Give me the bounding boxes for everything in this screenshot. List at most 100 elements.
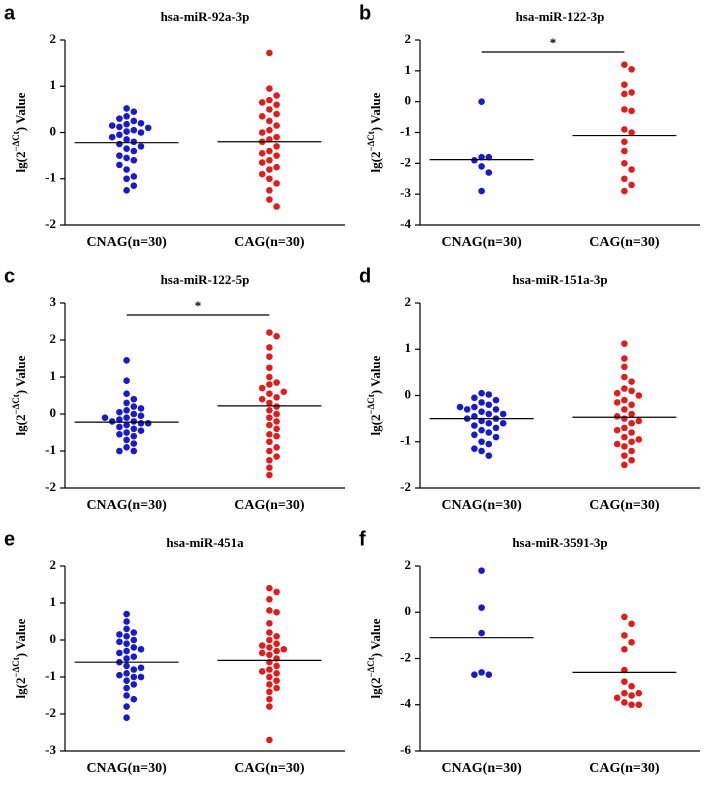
- data-point: [478, 447, 485, 455]
- y-tick-label: -4: [400, 696, 411, 711]
- data-point: [266, 666, 273, 673]
- data-point: [123, 187, 130, 194]
- data-point: [266, 607, 273, 614]
- data-point: [137, 645, 145, 653]
- data-point: [613, 426, 621, 434]
- x-tick-label: CAG(n=30): [589, 761, 660, 776]
- data-point: [492, 406, 500, 413]
- data-point: [273, 647, 280, 655]
- y-tick-label: 3: [50, 294, 57, 309]
- data-point: [266, 688, 273, 696]
- data-point: [273, 588, 280, 596]
- data-point: [123, 640, 130, 647]
- data-point: [471, 671, 478, 678]
- data-point: [266, 156, 273, 164]
- y-label-part: ) Value: [368, 618, 383, 657]
- data-point: [266, 136, 273, 143]
- data-point: [116, 131, 123, 139]
- data-point: [478, 408, 485, 415]
- data-point: [273, 684, 280, 692]
- data-point: [273, 143, 280, 150]
- x-tick-label: CNAG(n=30): [86, 498, 167, 513]
- data-point: [621, 81, 628, 89]
- y-tick-label: 1: [405, 62, 412, 77]
- panel-label: c: [4, 265, 15, 287]
- data-point: [130, 695, 138, 703]
- data-point: [485, 169, 493, 176]
- panel-title: hsa-miR-451a: [166, 535, 244, 550]
- panel-label: a: [4, 2, 16, 24]
- data-point: [123, 692, 130, 699]
- data-point: [621, 613, 628, 621]
- data-point: [116, 408, 123, 416]
- data-point: [123, 120, 130, 128]
- panel-title: hsa-miR-92a-3p: [161, 9, 250, 24]
- y-tick-label: 2: [50, 331, 57, 346]
- data-point: [273, 110, 280, 118]
- y-tick-label: -2: [45, 479, 56, 494]
- x-tick-label: CNAG(n=30): [441, 498, 522, 513]
- data-point: [621, 363, 628, 371]
- y-tick-label: -1: [45, 170, 56, 185]
- data-point: [492, 433, 500, 441]
- data-point: [628, 181, 635, 189]
- data-point: [478, 399, 485, 406]
- data-point: [266, 414, 273, 422]
- y-label-sup: −ΔCt: [11, 131, 21, 151]
- data-point: [273, 670, 280, 677]
- y-label-sup: −ΔCt: [366, 394, 376, 414]
- data-point: [123, 655, 130, 662]
- y-label-part: ) Value: [13, 92, 28, 131]
- data-point: [137, 673, 145, 681]
- data-point: [266, 471, 273, 479]
- significance-label: *: [195, 298, 202, 313]
- x-tick-label: CAG(n=30): [234, 235, 305, 250]
- data-point: [266, 636, 273, 644]
- y-tick-label: 0: [405, 603, 412, 618]
- data-point: [130, 173, 138, 180]
- y-tick-label: -2: [45, 705, 56, 720]
- data-point: [101, 414, 109, 422]
- y-tick-label: 0: [50, 631, 57, 646]
- y-label-sup: −ΔCt: [11, 394, 21, 414]
- data-point: [499, 410, 507, 418]
- data-point: [130, 636, 138, 644]
- data-point: [621, 406, 628, 413]
- data-point: [137, 143, 145, 150]
- data-point: [485, 440, 493, 448]
- data-point: [266, 49, 273, 57]
- data-point: [613, 413, 621, 420]
- data-point: [273, 122, 280, 129]
- y-tick-label: -2: [400, 479, 411, 494]
- data-point: [628, 429, 635, 436]
- data-point: [123, 399, 130, 407]
- data-point: [266, 196, 273, 203]
- data-point: [273, 379, 280, 386]
- y-label-part: lg(2: [368, 151, 383, 172]
- data-point: [266, 96, 273, 104]
- data-point: [116, 416, 123, 423]
- y-axis-label: lg(2−ΔCt) Value: [366, 618, 383, 698]
- data-point: [130, 117, 138, 125]
- y-tick-label: 0: [405, 386, 412, 401]
- y-label-sup: −ΔCt: [366, 657, 376, 677]
- data-point: [258, 150, 266, 157]
- y-tick-label: -6: [400, 742, 411, 757]
- data-point: [635, 392, 643, 399]
- data-point: [123, 145, 130, 152]
- data-point: [628, 419, 635, 427]
- data-point: [116, 123, 123, 131]
- data-point: [123, 105, 130, 112]
- data-point: [613, 389, 621, 397]
- data-point: [273, 453, 280, 460]
- data-point: [628, 378, 635, 385]
- data-point: [485, 401, 493, 409]
- data-point: [485, 410, 493, 418]
- data-point: [485, 391, 493, 398]
- data-point: [273, 163, 280, 171]
- data-point: [258, 642, 266, 649]
- data-point: [258, 649, 266, 657]
- data-point: [266, 126, 273, 134]
- data-point: [621, 147, 628, 155]
- y-axis-label: lg(2−ΔCt) Value: [366, 92, 383, 172]
